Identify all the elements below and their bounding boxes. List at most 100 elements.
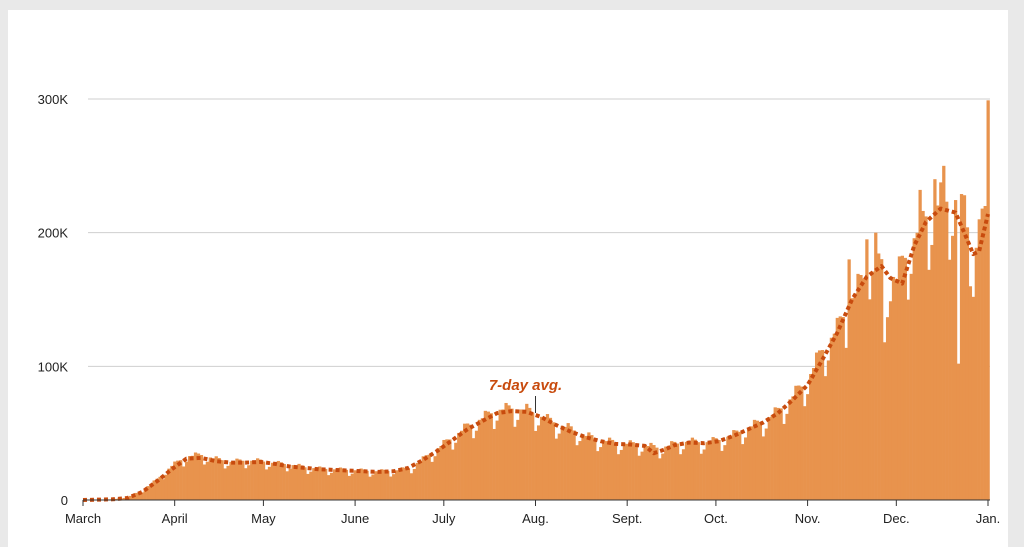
daily-bar (853, 293, 857, 500)
daily-bar (436, 448, 440, 500)
daily-bar (714, 438, 718, 500)
x-tick-label: June (341, 511, 369, 526)
daily-bar (223, 468, 227, 500)
daily-bar (658, 458, 662, 500)
daily-bar (912, 238, 916, 500)
daily-bar (593, 438, 597, 500)
daily-bar (199, 455, 204, 500)
daily-bar (235, 458, 239, 500)
daily-bar (338, 467, 343, 500)
daily-bar (959, 194, 964, 501)
daily-bar (850, 298, 854, 500)
daily-bar (350, 473, 354, 500)
daily-bar (602, 440, 606, 500)
daily-bar (344, 469, 348, 500)
daily-bar (424, 455, 428, 500)
daily-bar (332, 469, 337, 500)
daily-bar (386, 470, 390, 500)
daily-bar (205, 461, 209, 500)
daily-bar (820, 350, 825, 500)
daily-bar (474, 430, 479, 500)
daily-bar (531, 412, 535, 500)
daily-bar (353, 470, 357, 500)
seven-day-average (82, 206, 990, 502)
daily-bar (738, 431, 742, 500)
daily-bar (634, 444, 638, 500)
daily-bar (190, 455, 195, 500)
daily-bar (306, 473, 310, 500)
daily-bar (202, 464, 207, 500)
daily-bar (489, 413, 493, 500)
x-tick-label: Nov. (795, 511, 821, 526)
daily-bar (764, 428, 768, 500)
daily-bar (368, 476, 372, 500)
daily-bar (578, 441, 582, 500)
daily-bar (785, 413, 789, 500)
daily-bar (315, 468, 319, 500)
daily-bar (927, 269, 931, 500)
daily-bar (463, 423, 467, 500)
daily-bar (826, 360, 831, 500)
daily-bar (516, 419, 520, 500)
daily-bar (832, 333, 836, 500)
daily-bar (193, 452, 198, 500)
daily-bar (300, 465, 304, 500)
daily-bar (347, 475, 351, 500)
daily-bar (962, 195, 967, 501)
daily-bar (667, 445, 671, 500)
daily-bar (297, 463, 301, 500)
daily-bar (196, 453, 201, 500)
x-tick-label: Sept. (612, 511, 642, 526)
daily-bar (143, 489, 147, 500)
daily-bar (158, 476, 162, 500)
daily-bar (534, 430, 538, 500)
daily-bar (702, 449, 706, 500)
daily-bar (152, 480, 156, 500)
daily-bar (182, 466, 186, 500)
daily-bar (486, 411, 490, 500)
daily-bar (250, 460, 254, 500)
daily-bar (613, 442, 618, 500)
daily-bar (921, 210, 925, 500)
daily-bar (675, 443, 680, 500)
daily-bar (817, 350, 822, 500)
daily-bar (708, 441, 712, 500)
daily-bar (806, 394, 810, 500)
daily-bar (590, 435, 594, 500)
daily-bar (797, 385, 801, 500)
daily-bar (794, 385, 798, 500)
daily-bar (779, 408, 783, 500)
daily-bar (217, 458, 221, 500)
daily-bar (294, 465, 298, 500)
daily-bar (114, 498, 118, 500)
daily-bar (696, 442, 700, 500)
daily-bar (782, 423, 786, 500)
daily-bar (655, 447, 659, 500)
daily-bar (767, 417, 771, 500)
daily-bar (173, 461, 177, 500)
daily-bar (942, 165, 946, 501)
daily-bar (149, 483, 153, 500)
daily-bar (261, 461, 266, 500)
daily-bar (744, 437, 748, 500)
daily-bar (155, 478, 159, 500)
x-tick-label: Dec. (883, 511, 910, 526)
daily-bar (829, 337, 834, 500)
daily-bar (823, 376, 828, 500)
daily-bar (167, 468, 171, 500)
daily-bar (599, 447, 603, 500)
daily-bar (841, 317, 845, 500)
daily-bar (693, 439, 697, 500)
daily-bar (454, 442, 458, 500)
daily-bar (542, 418, 547, 500)
daily-bar (729, 435, 733, 500)
daily-bar (187, 456, 192, 500)
daily-bar (442, 439, 446, 500)
daily-bar (122, 497, 127, 500)
daily-bar (563, 426, 567, 500)
daily-bar (273, 463, 278, 500)
daily-bar (374, 471, 378, 500)
daily-bar (258, 459, 263, 500)
daily-bar (513, 426, 517, 500)
daily-bar (977, 219, 981, 501)
